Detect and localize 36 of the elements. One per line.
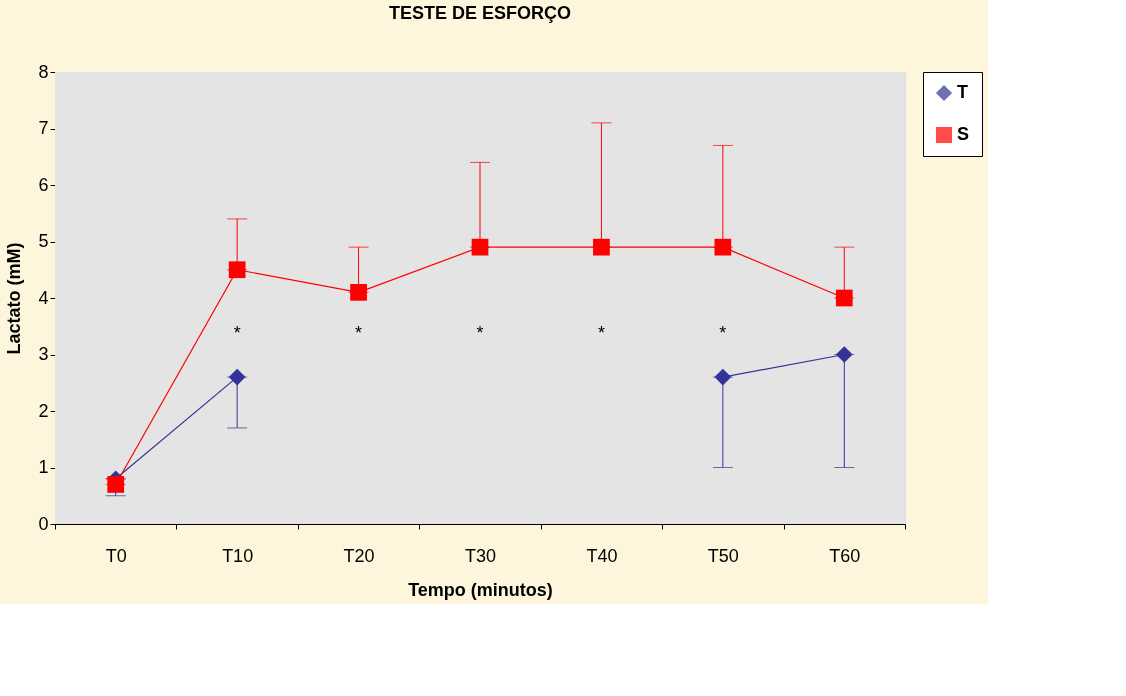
point bbox=[350, 283, 367, 301]
y-tick-label: 2 bbox=[38, 400, 49, 421]
y-tick-label: 4 bbox=[38, 287, 49, 308]
point bbox=[228, 368, 246, 386]
y-tick-label: 5 bbox=[38, 231, 49, 251]
annotation: * bbox=[233, 323, 241, 343]
chart-title: TESTE DE ESFORÇO bbox=[388, 3, 572, 23]
y-tick-label: 8 bbox=[38, 61, 49, 82]
annotation: * bbox=[719, 323, 727, 343]
annotation: * bbox=[355, 323, 363, 343]
x-tick-label: T40 bbox=[586, 545, 618, 566]
x-axis-title: Tempo (minutos) bbox=[408, 579, 553, 600]
point bbox=[835, 289, 853, 307]
point bbox=[714, 368, 732, 386]
point bbox=[228, 261, 246, 279]
annotation: * bbox=[476, 323, 484, 343]
y-tick-label: 1 bbox=[38, 457, 49, 477]
x-tick-label: T10 bbox=[222, 545, 254, 566]
x-tick-label: T30 bbox=[464, 545, 497, 566]
y-tick-label: 3 bbox=[38, 344, 49, 364]
y-axis-title: Lactato (mM) bbox=[4, 242, 25, 355]
legend-label: T bbox=[957, 82, 968, 102]
x-tick-label: T0 bbox=[105, 545, 127, 566]
point bbox=[593, 238, 610, 256]
point bbox=[107, 476, 125, 493]
y-tick-label: 0 bbox=[38, 513, 49, 534]
y-tick-label: 6 bbox=[38, 174, 49, 195]
point bbox=[471, 238, 489, 256]
point bbox=[714, 238, 732, 256]
y-tick-label: 7 bbox=[38, 118, 49, 138]
x-tick-label: T20 bbox=[343, 545, 375, 566]
point bbox=[835, 346, 853, 363]
x-tick-label: T60 bbox=[829, 545, 861, 566]
x-tick-label: T50 bbox=[707, 545, 739, 566]
legend-label: S bbox=[957, 124, 970, 144]
annotation: * bbox=[597, 323, 605, 343]
